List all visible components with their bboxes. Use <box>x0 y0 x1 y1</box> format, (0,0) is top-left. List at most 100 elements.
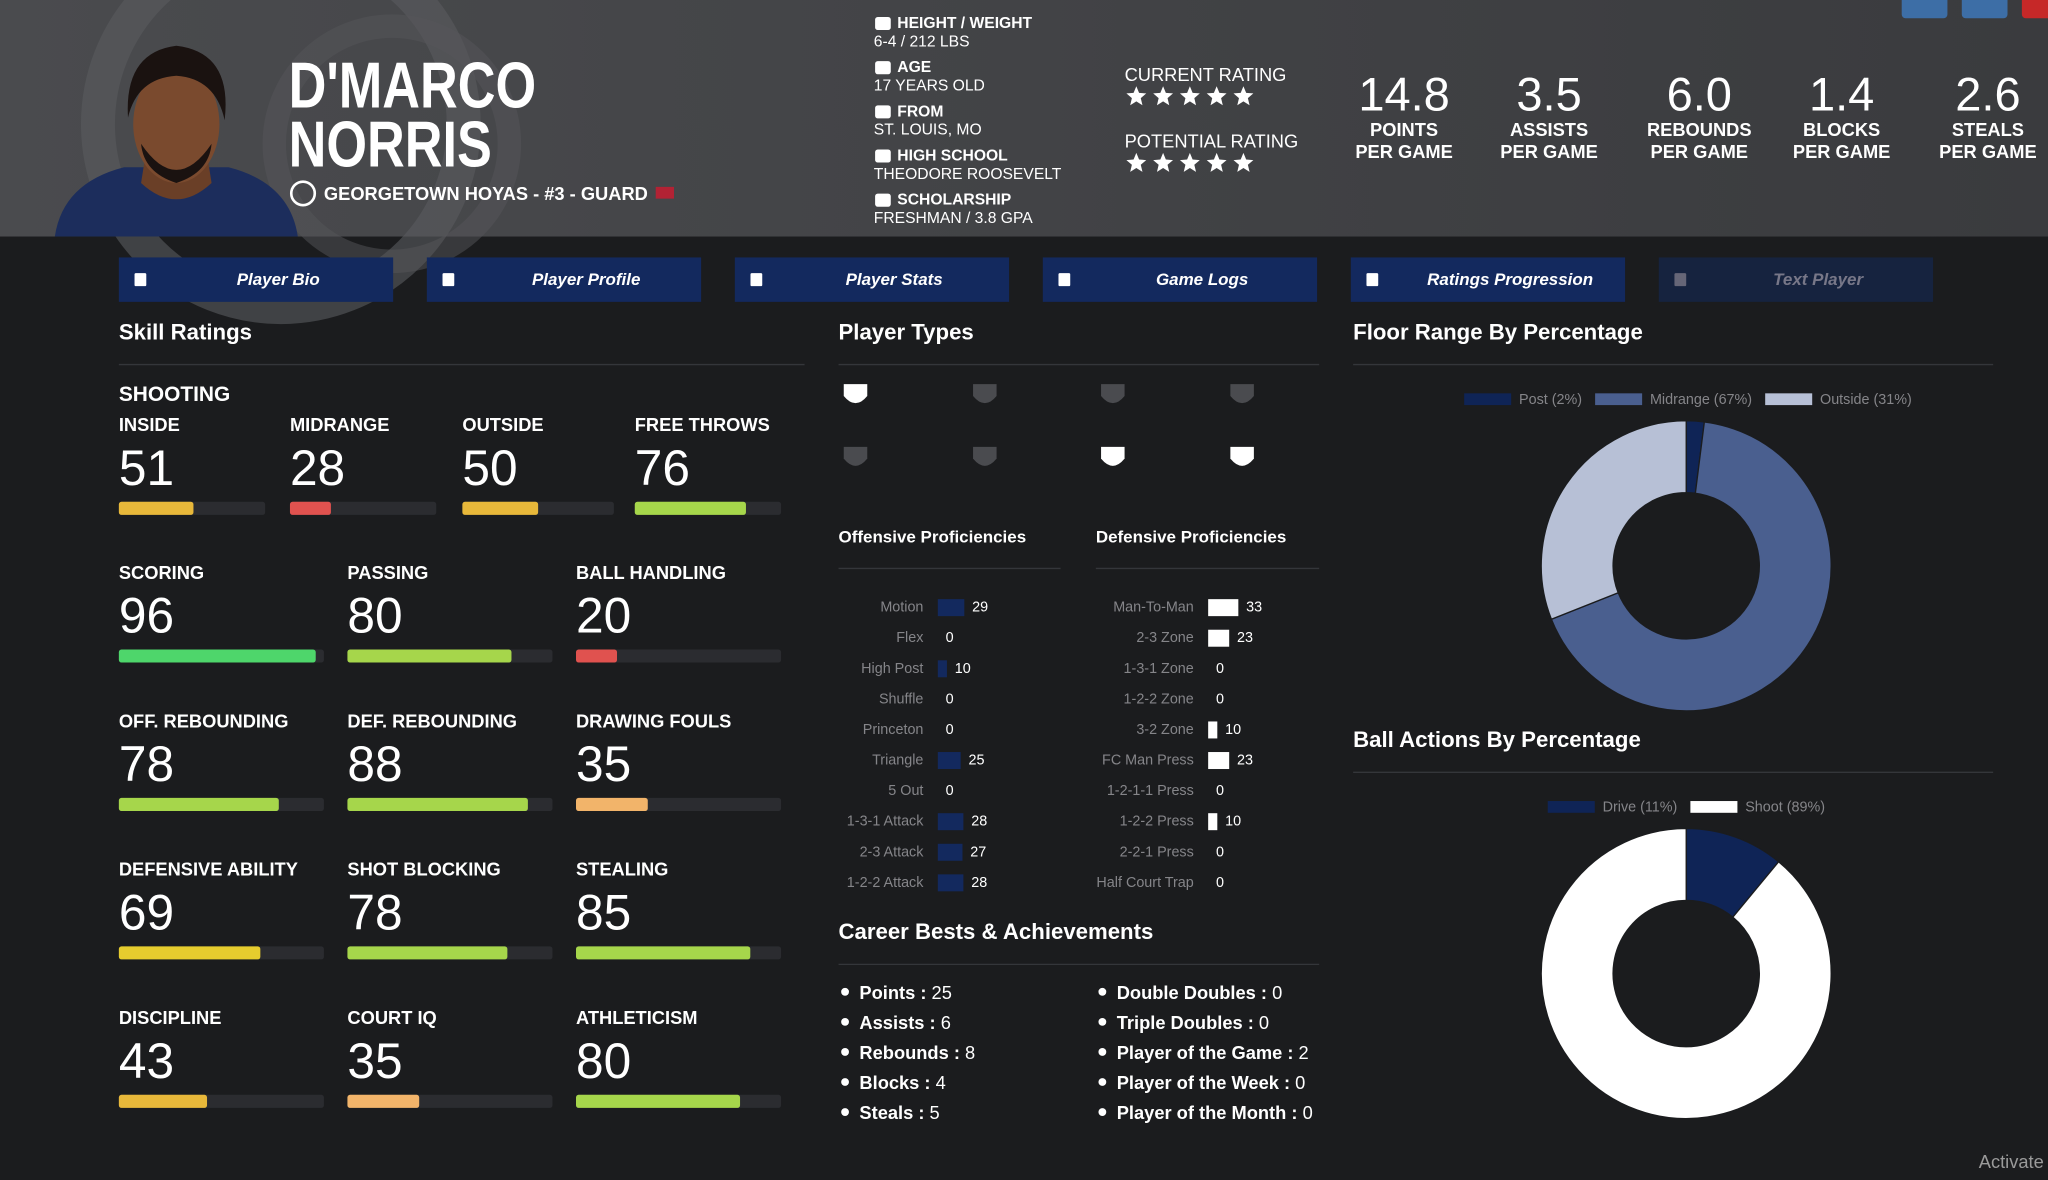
stat-value: 3.5 <box>1516 68 1581 121</box>
proficiency-value: 0 <box>946 691 954 707</box>
tab-icon <box>750 273 763 287</box>
skill-bar <box>576 946 751 960</box>
skill-value: 35 <box>347 1033 402 1089</box>
skill-label: SCORING <box>119 562 204 583</box>
section-title: Player Types <box>839 319 974 344</box>
skill-label: ATHLETICISM <box>576 1007 698 1028</box>
proficiency-value: 23 <box>1237 753 1253 769</box>
info-value: FRESHMAN / 3.8 GPA <box>874 210 1033 227</box>
section-title: Career Bests & Achievements <box>839 919 1154 944</box>
skill-bar <box>462 501 539 515</box>
proficiency-value: 0 <box>1216 783 1224 799</box>
skill-bar <box>289 501 331 515</box>
proficiency-title: Offensive Proficiencies <box>839 528 1027 547</box>
proficiency-value: 27 <box>970 844 986 860</box>
skill-value: 78 <box>347 884 402 940</box>
career-label: Double Doubles : <box>1117 981 1267 1002</box>
proficiency-label: 1-2-2 Attack <box>847 875 924 891</box>
skill-bar <box>576 797 648 811</box>
bullet <box>841 987 849 996</box>
bullet <box>1098 1048 1107 1056</box>
tab-label: Player Profile <box>532 270 640 289</box>
skill-label: SHOT BLOCKING <box>347 859 500 880</box>
skill-label: OFF. REBOUNDING <box>119 710 289 731</box>
tab-button[interactable] <box>1042 257 1318 302</box>
donut-slice <box>1540 827 1832 1120</box>
career-value: 0 <box>1259 1011 1269 1032</box>
section-title: Skill Ratings <box>119 319 252 344</box>
skill-value: 35 <box>576 736 631 792</box>
proficiency-label: Motion <box>880 600 923 616</box>
skill-label: STEALING <box>576 859 668 880</box>
career-value: 4 <box>936 1071 946 1092</box>
legend-label: Outside (31%) <box>1820 392 1912 408</box>
proficiency-value: 33 <box>1246 600 1262 616</box>
tab-button[interactable] <box>118 257 394 302</box>
close-button[interactable] <box>2021 0 2048 19</box>
tab-label: Player Stats <box>846 270 943 289</box>
legend-label: Drive (11%) <box>1603 800 1678 816</box>
proficiency-bar <box>1208 752 1230 770</box>
info-icon <box>875 193 891 207</box>
career-item: Player of the Month : 0 <box>1117 1102 1313 1123</box>
player-type-icon <box>1101 446 1125 466</box>
career-item: Rebounds : 8 <box>859 1041 975 1062</box>
skill-value: 80 <box>347 587 402 643</box>
skill-label: INSIDE <box>119 414 180 435</box>
player-type-icon <box>843 384 868 404</box>
star <box>1206 86 1227 106</box>
career-item: Player of the Week : 0 <box>1117 1071 1306 1092</box>
info-icon <box>875 16 891 31</box>
career-label: Rebounds : <box>859 1041 960 1062</box>
tab-icon <box>1674 273 1687 287</box>
career-label: Assists : <box>859 1011 935 1032</box>
donut-slice <box>1540 420 1687 621</box>
donut-slice <box>1550 421 1832 712</box>
nav-button[interactable] <box>1901 0 1948 19</box>
proficiency-label: 5 Out <box>888 783 923 799</box>
star <box>1153 152 1174 172</box>
stat-label: PER GAME <box>1651 141 1748 162</box>
bullet <box>841 1078 849 1086</box>
first-name: D'MARCO <box>289 48 536 122</box>
career-value: 0 <box>1272 981 1282 1002</box>
tab-button[interactable] <box>734 257 1010 302</box>
nav-button[interactable] <box>1961 0 2008 19</box>
proficiency-bar <box>1208 721 1218 739</box>
star <box>1126 152 1147 172</box>
career-value: 6 <box>941 1011 951 1032</box>
proficiency-label: 2-3 Zone <box>1136 630 1193 646</box>
player-type-icon <box>1230 446 1254 466</box>
legend-swatch <box>1547 801 1595 813</box>
career-item: Blocks : 4 <box>859 1071 945 1092</box>
tab-button[interactable] <box>426 257 702 302</box>
skill-value: 20 <box>576 587 631 643</box>
proficiency-value: 0 <box>1216 691 1224 707</box>
player-type-icon <box>1101 384 1125 404</box>
proficiency-value: 0 <box>946 722 954 738</box>
stat-value: 14.8 <box>1358 68 1449 121</box>
skill-label: DEF. REBOUNDING <box>347 710 517 731</box>
skill-value: 69 <box>119 884 174 940</box>
skill-value: 96 <box>119 587 174 643</box>
proficiency-label: 1-2-2 Zone <box>1124 691 1194 707</box>
proficiency-label: Shuffle <box>879 691 923 707</box>
proficiency-value: 10 <box>1225 722 1241 738</box>
career-item: Points : 25 <box>859 981 951 1002</box>
legend-swatch <box>1464 393 1512 406</box>
bullet <box>841 1108 849 1116</box>
proficiency-bar <box>937 599 965 617</box>
tab-button[interactable] <box>1350 257 1626 302</box>
watermark: Activate <box>1979 1151 2044 1172</box>
career-label: Points : <box>859 981 926 1002</box>
tab-button[interactable] <box>1658 257 1934 302</box>
skill-bar <box>634 501 746 515</box>
proficiency-value: 28 <box>971 814 987 830</box>
skill-value: 88 <box>347 736 402 792</box>
tab-icon <box>442 273 455 287</box>
bullet <box>841 1048 849 1056</box>
chart-title: Ball Actions By Percentage <box>1353 727 1641 752</box>
bullet <box>841 1017 849 1026</box>
skill-value: 50 <box>462 440 517 496</box>
